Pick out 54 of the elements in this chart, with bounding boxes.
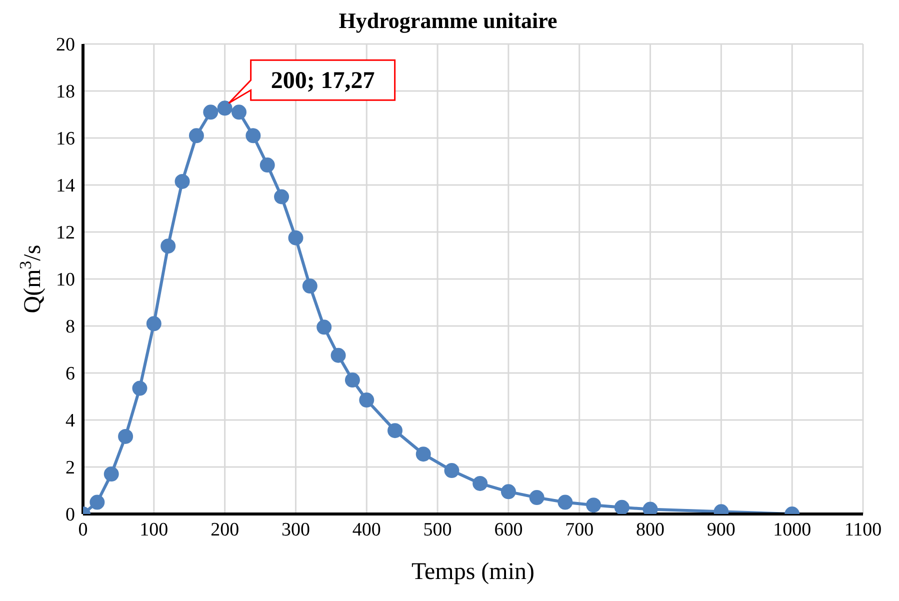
point bbox=[132, 380, 148, 396]
y-tick-label: 2 bbox=[66, 458, 75, 479]
y-tick-label: 20 bbox=[56, 34, 75, 56]
point bbox=[104, 466, 119, 482]
x-tick-label: 100 bbox=[140, 519, 168, 540]
point bbox=[558, 494, 573, 510]
y-tick-label: 14 bbox=[56, 176, 76, 197]
point bbox=[260, 158, 275, 173]
point bbox=[416, 446, 431, 462]
chart-title: Hydrogramme unitaire bbox=[338, 8, 558, 34]
x-axis-title: Temps (min) bbox=[412, 559, 534, 585]
y-tick-label: 0 bbox=[66, 504, 75, 526]
x-tick-label: 400 bbox=[352, 519, 381, 540]
point bbox=[217, 100, 232, 116]
y-tick-label: 4 bbox=[66, 410, 76, 432]
point bbox=[316, 320, 332, 335]
x-tick-label: 700 bbox=[565, 519, 594, 540]
x-tick-label: 300 bbox=[281, 519, 310, 540]
x-tick-label: 200 bbox=[210, 519, 240, 540]
y-tick-label: 16 bbox=[56, 128, 75, 150]
y-tick-label: 18 bbox=[56, 82, 75, 103]
x-tick-label: 600 bbox=[494, 519, 523, 540]
point bbox=[274, 189, 290, 204]
point bbox=[586, 498, 602, 513]
point bbox=[330, 348, 346, 363]
y-tick-label: 6 bbox=[66, 364, 75, 385]
point bbox=[146, 316, 162, 332]
point bbox=[232, 104, 246, 120]
point bbox=[203, 104, 218, 120]
y-tick-label: 8 bbox=[66, 316, 75, 338]
point bbox=[288, 230, 304, 246]
point bbox=[444, 463, 460, 478]
y-tick-label: 10 bbox=[56, 270, 75, 291]
point bbox=[614, 500, 630, 514]
point bbox=[500, 484, 516, 500]
point bbox=[174, 174, 190, 189]
point bbox=[529, 490, 544, 506]
x-tick-label: 1100 bbox=[844, 519, 882, 540]
x-tick-label: 500 bbox=[423, 519, 452, 540]
point bbox=[344, 372, 360, 388]
annotation: 200; 17,27 bbox=[270, 68, 375, 94]
point bbox=[302, 278, 318, 294]
point bbox=[388, 423, 402, 438]
point bbox=[160, 238, 176, 254]
x-tick-label: 800 bbox=[636, 519, 665, 540]
point bbox=[90, 494, 105, 510]
y-tick-label: 12 bbox=[56, 222, 75, 244]
point bbox=[246, 128, 261, 144]
point bbox=[472, 476, 488, 491]
x-tick-label: 900 bbox=[706, 519, 736, 540]
x-tick-label: 1000 bbox=[773, 519, 812, 540]
point bbox=[118, 428, 134, 444]
point bbox=[359, 392, 374, 408]
point bbox=[188, 128, 204, 144]
